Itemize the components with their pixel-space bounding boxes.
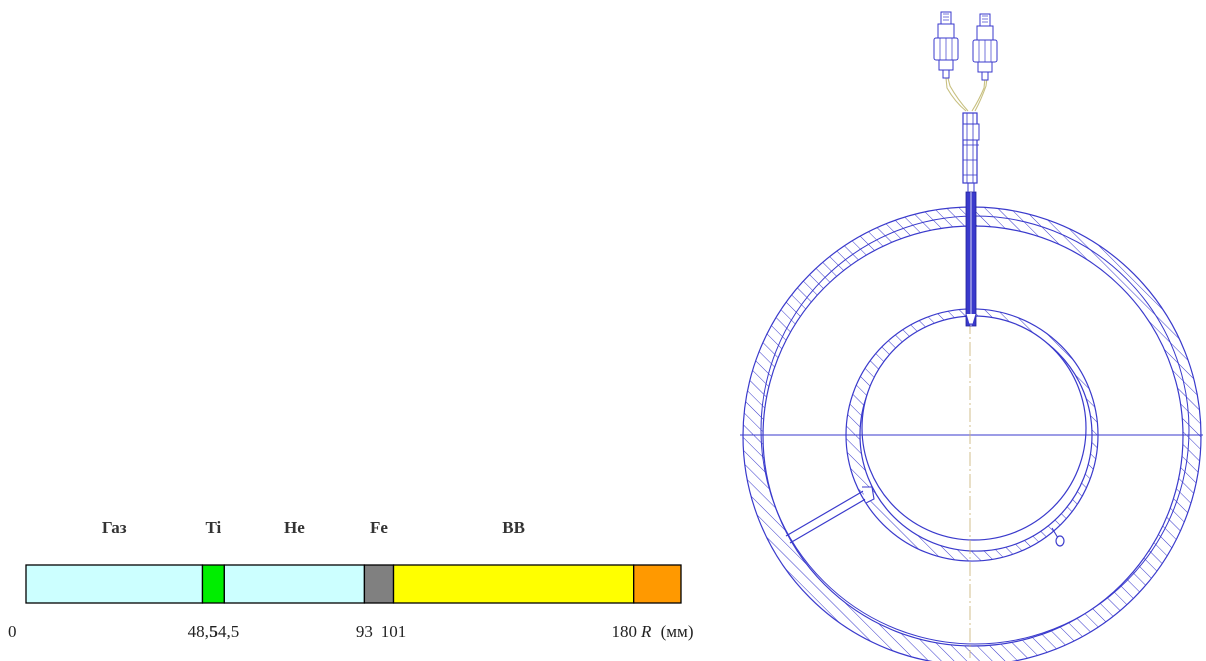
layer-segment-0 xyxy=(25,564,204,604)
axis-unit: (мм) xyxy=(661,622,694,641)
inner-bore xyxy=(861,315,1087,541)
axis-var: R xyxy=(640,622,652,641)
layer-name-3: Fe xyxy=(370,518,388,537)
layer-name-0: Газ xyxy=(102,518,127,537)
layer-name-4: ВВ xyxy=(502,518,525,537)
tick-label-5: 180 xyxy=(612,622,638,641)
axis-label: R (мм) xyxy=(640,622,693,641)
tick-label-1: 48,5 xyxy=(188,622,218,641)
tick-label-3: 93 xyxy=(356,622,373,641)
pin-marker xyxy=(1051,527,1065,547)
connector-wires xyxy=(945,77,988,112)
tick-label-4: 101 xyxy=(381,622,407,641)
layer-segments xyxy=(25,564,682,604)
diagonal-channel xyxy=(785,486,875,544)
layer-names: Газ Ti He Fe ВВ xyxy=(102,518,525,537)
layer-ticks: 0 48,554,5 93 101 180 xyxy=(8,622,637,641)
fitting-housing xyxy=(962,112,980,192)
connector-right xyxy=(972,13,998,81)
layer-segment-5 xyxy=(633,564,682,604)
layer-segment-4 xyxy=(392,564,635,604)
layer-name-1: Ti xyxy=(206,518,222,537)
cross-section-drawing xyxy=(740,11,1203,661)
layer-segment-2 xyxy=(223,564,366,604)
tick-label-0: 0 xyxy=(8,622,17,641)
layer-bar: Газ Ti He Fe ВВ 0 48,554,5 93 101 180 R (мм) xyxy=(8,518,693,641)
tick-label-2: 54,5 xyxy=(209,622,239,641)
layer-name-2: He xyxy=(284,518,305,537)
layer-segment-1 xyxy=(201,564,225,604)
layer-segment-3 xyxy=(363,564,395,604)
probe-rod xyxy=(965,191,977,327)
connector-left xyxy=(933,11,959,79)
